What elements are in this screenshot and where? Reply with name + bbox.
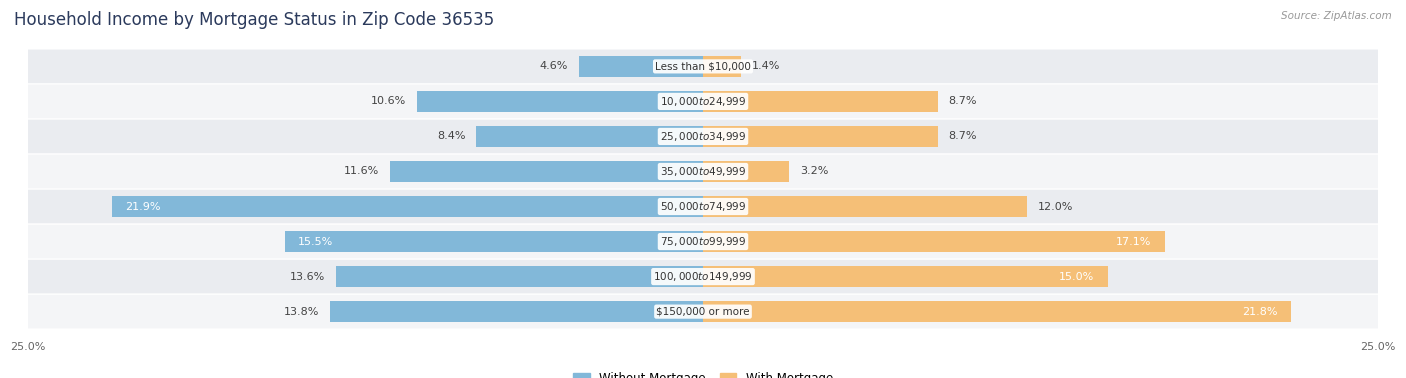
- Text: 1.4%: 1.4%: [752, 61, 780, 71]
- Text: 11.6%: 11.6%: [344, 166, 380, 177]
- Text: $35,000 to $49,999: $35,000 to $49,999: [659, 165, 747, 178]
- Text: 17.1%: 17.1%: [1116, 237, 1152, 246]
- Text: 21.8%: 21.8%: [1243, 307, 1278, 317]
- Bar: [703, 56, 741, 77]
- FancyBboxPatch shape: [14, 85, 1392, 118]
- FancyBboxPatch shape: [14, 225, 1392, 259]
- Text: 15.5%: 15.5%: [298, 237, 333, 246]
- Text: Household Income by Mortgage Status in Zip Code 36535: Household Income by Mortgage Status in Z…: [14, 11, 495, 29]
- Text: 8.4%: 8.4%: [437, 132, 465, 141]
- FancyBboxPatch shape: [14, 155, 1392, 188]
- Text: $100,000 to $149,999: $100,000 to $149,999: [654, 270, 752, 283]
- Text: 4.6%: 4.6%: [540, 61, 568, 71]
- FancyBboxPatch shape: [14, 260, 1392, 293]
- Text: 21.9%: 21.9%: [125, 201, 160, 212]
- Bar: [703, 125, 938, 147]
- Bar: [703, 161, 789, 182]
- FancyBboxPatch shape: [14, 295, 1392, 328]
- Text: $50,000 to $74,999: $50,000 to $74,999: [659, 200, 747, 213]
- Text: 13.8%: 13.8%: [284, 307, 319, 317]
- Text: 8.7%: 8.7%: [949, 132, 977, 141]
- Bar: [579, 56, 703, 77]
- Text: 10.6%: 10.6%: [371, 96, 406, 107]
- Bar: [477, 125, 703, 147]
- FancyBboxPatch shape: [14, 190, 1392, 223]
- Text: $10,000 to $24,999: $10,000 to $24,999: [659, 95, 747, 108]
- Text: $150,000 or more: $150,000 or more: [657, 307, 749, 317]
- Bar: [416, 91, 703, 112]
- Bar: [284, 231, 703, 253]
- Bar: [703, 196, 1026, 217]
- Text: $75,000 to $99,999: $75,000 to $99,999: [659, 235, 747, 248]
- Text: 12.0%: 12.0%: [1038, 201, 1073, 212]
- Bar: [703, 231, 1164, 253]
- Bar: [703, 266, 1108, 287]
- Bar: [703, 301, 1292, 322]
- FancyBboxPatch shape: [14, 50, 1392, 83]
- Bar: [330, 301, 703, 322]
- Text: 13.6%: 13.6%: [290, 271, 325, 282]
- Text: 3.2%: 3.2%: [800, 166, 828, 177]
- Text: $25,000 to $34,999: $25,000 to $34,999: [659, 130, 747, 143]
- Text: 15.0%: 15.0%: [1059, 271, 1094, 282]
- Text: 8.7%: 8.7%: [949, 96, 977, 107]
- Bar: [389, 161, 703, 182]
- Bar: [703, 91, 938, 112]
- Text: Source: ZipAtlas.com: Source: ZipAtlas.com: [1281, 11, 1392, 21]
- Bar: [112, 196, 703, 217]
- Text: Less than $10,000: Less than $10,000: [655, 61, 751, 71]
- FancyBboxPatch shape: [14, 119, 1392, 153]
- Legend: Without Mortgage, With Mortgage: Without Mortgage, With Mortgage: [568, 367, 838, 378]
- Bar: [336, 266, 703, 287]
